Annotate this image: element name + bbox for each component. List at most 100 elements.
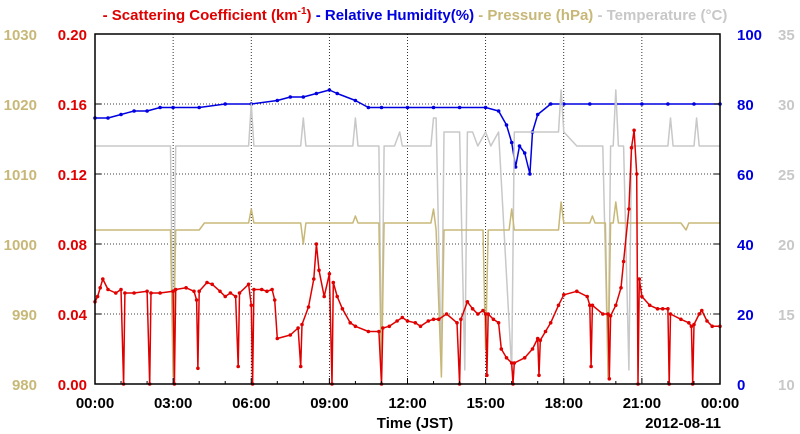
scattering-point [585, 294, 589, 299]
scattering-point [640, 294, 644, 299]
legend: - Scattering Coefficient (km-1) - Relati… [103, 6, 728, 24]
scattering-point [710, 324, 714, 329]
scattering-point [149, 291, 153, 295]
scattering-point [173, 287, 178, 292]
scattering-point [223, 294, 227, 299]
scattering-point [237, 291, 242, 295]
x-tick-label: 21:00 [623, 395, 661, 412]
scattering-point [548, 321, 553, 325]
scattering-point [400, 315, 405, 320]
scattering-point [246, 282, 251, 287]
scattering-point [348, 321, 353, 325]
scattering-tick-label: 0.12 [58, 167, 87, 184]
scattering-point [306, 305, 311, 309]
scattering-point [196, 366, 200, 371]
humidity-line [95, 89, 720, 175]
x-tick-label: 15:00 [466, 395, 504, 412]
scattering-point [205, 280, 209, 285]
scattering-point [522, 356, 527, 360]
scattering-point [228, 291, 233, 295]
scattering-point [476, 312, 480, 316]
humidity-point [145, 109, 149, 113]
scattering-point [668, 312, 673, 316]
series-layer [93, 88, 722, 386]
humidity-point [640, 102, 644, 106]
temperature-line [95, 89, 720, 371]
humidity-point [275, 98, 280, 103]
scattering-point [413, 321, 418, 325]
scattering-tick-label: 0.16 [58, 97, 87, 114]
humidity-point [335, 91, 340, 96]
date-label: 2012-08-11 [645, 415, 721, 432]
scattering-point [312, 277, 316, 281]
x-axis: 00:00 03:00 06:00 09:00 12:00 15:00 18:00 21:00… [76, 378, 739, 412]
scattering-point [265, 289, 269, 294]
scattering-point [606, 312, 610, 316]
legend-entry: - Pressure (hPa) [474, 7, 593, 24]
legend-suffix: ) [307, 7, 312, 24]
legend-text: - Scattering Coefficient (km-1) - Relati… [103, 6, 728, 24]
scattering-point [184, 286, 188, 290]
humidity-tick-label: 40 [737, 237, 754, 254]
humidity-point [528, 172, 532, 176]
scattering-point [377, 329, 381, 334]
scattering-point [692, 322, 696, 327]
humidity-point [327, 88, 332, 92]
scattering-point [537, 373, 541, 378]
scattering-point [340, 307, 345, 311]
scattering-point [666, 307, 670, 311]
scattering-point [327, 272, 332, 276]
scattering-point [465, 300, 470, 304]
legend-entry: - Scattering Coefficient (km [103, 7, 298, 24]
temperature-tick-label: 30 [778, 97, 795, 114]
scattering-point [621, 259, 626, 264]
scattering-point [353, 324, 358, 329]
humidity-tick-label: 60 [737, 167, 754, 184]
scattering-point [101, 277, 105, 281]
scattering-point [499, 347, 504, 351]
scattering-point [470, 307, 475, 311]
scattering-point [556, 303, 561, 308]
scattering-point [123, 291, 127, 295]
scattering-point [158, 291, 162, 295]
scattering-point [504, 356, 509, 360]
humidity-point [513, 165, 518, 169]
humidity-point [431, 105, 436, 110]
humidity-point [504, 123, 509, 127]
scattering-line [94, 129, 720, 385]
humidity-point [132, 109, 136, 113]
scattering-point [322, 294, 327, 299]
scattering-point [481, 308, 485, 313]
scattering-point [562, 293, 566, 297]
humidity-point [379, 105, 384, 110]
humidity-tick-label: 80 [737, 97, 754, 114]
scattering-point [335, 294, 340, 299]
scattering-point [436, 317, 441, 322]
humidity-tick-label: 20 [737, 307, 754, 324]
x-axis-label: Time (JST) [377, 415, 453, 432]
humidity-point [483, 105, 488, 110]
scattering-point [314, 242, 319, 246]
scattering-point [459, 317, 463, 322]
scattering-point [275, 336, 280, 341]
humidity-point [562, 102, 566, 106]
x-tick-label: 00:00 [76, 395, 114, 412]
scattering-point [119, 287, 123, 292]
scattering-point [431, 317, 436, 322]
scattering-point [496, 321, 501, 325]
humidity-point [496, 109, 501, 113]
scattering-point [405, 319, 410, 323]
scattering-point [145, 289, 149, 294]
temperature-tick-label: 25 [778, 167, 795, 184]
scattering-point [647, 303, 652, 308]
x-tick-label: 00:00 [701, 395, 739, 412]
scattering-point [589, 364, 593, 369]
y-axes: 10301020101010009909800.200.160.120.080.… [4, 27, 795, 394]
scattering-point [575, 289, 579, 294]
scattering-point [259, 287, 264, 292]
scattering-tick-label: 0.20 [58, 27, 87, 44]
legend-entry: - Relative Humidity(%) [312, 7, 475, 24]
scattering-point [491, 317, 496, 322]
temperature-tick-label: 35 [778, 27, 795, 44]
scattering-point [270, 287, 274, 292]
